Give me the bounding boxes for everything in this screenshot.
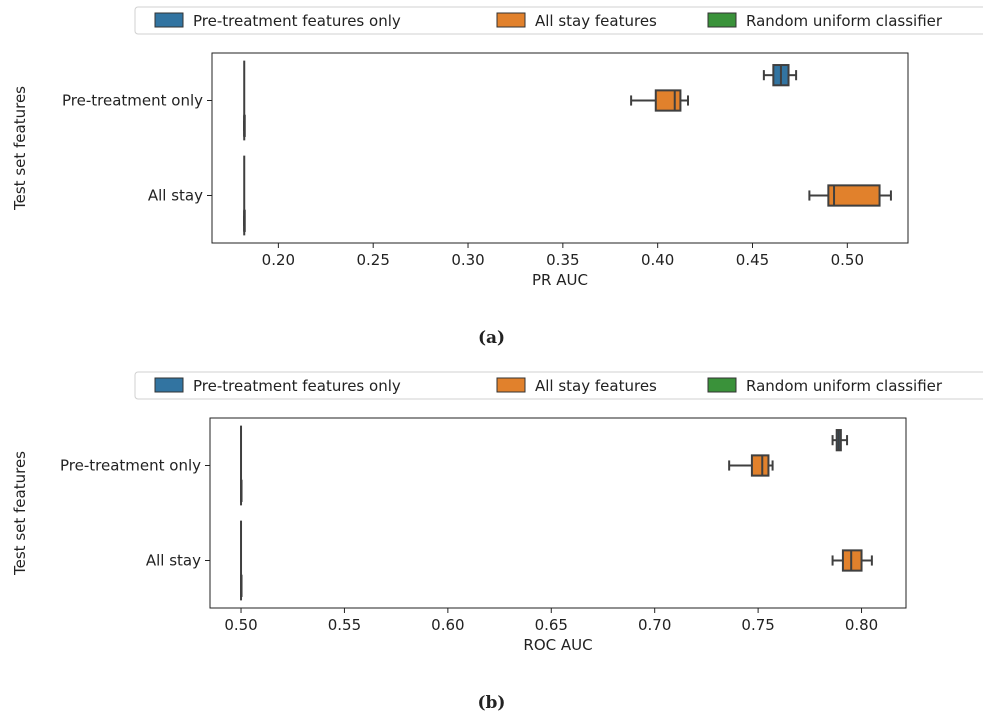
legend-entry: Random uniform classifier xyxy=(746,377,943,395)
x-tick-label: 0.50 xyxy=(831,251,864,269)
x-tick-label: 0.25 xyxy=(356,251,389,269)
plot-frame xyxy=(209,417,907,609)
y-axis-label: Test set features xyxy=(11,86,29,211)
plot-frame xyxy=(211,52,909,244)
box-all-stay-features-0 xyxy=(630,89,690,112)
legend-entry: Random uniform classifier xyxy=(746,12,943,30)
legend-swatch xyxy=(707,12,737,28)
legend-entry: Pre-treatment features only xyxy=(193,12,401,30)
x-tick-label: 0.30 xyxy=(451,251,484,269)
chart-panel-1: Pre-treatment features only All stay feat… xyxy=(11,371,983,654)
legend-frame xyxy=(134,371,983,400)
x-tick-label: 0.75 xyxy=(741,616,774,634)
legend: Pre-treatment features only All stay feat… xyxy=(134,6,983,35)
legend-entry: All stay features xyxy=(535,377,657,395)
x-tick-label: 0.80 xyxy=(845,616,878,634)
legend-swatch xyxy=(154,12,184,28)
box-iqr xyxy=(750,454,770,477)
box-all-stay-features-1 xyxy=(831,549,873,572)
y-tick-label: All stay xyxy=(146,552,201,570)
x-tick-label: 0.70 xyxy=(638,616,671,634)
box-iqr xyxy=(654,89,682,112)
x-tick-label: 0.50 xyxy=(224,616,257,634)
box-iqr xyxy=(827,184,881,207)
legend-swatch xyxy=(496,12,526,28)
x-tick-label: 0.55 xyxy=(328,616,361,634)
legend-frame xyxy=(134,6,983,35)
legend-swatch xyxy=(154,377,184,393)
y-tick-label: Pre-treatment only xyxy=(60,457,201,475)
legend: Pre-treatment features only All stay feat… xyxy=(134,371,983,400)
y-tick-label: All stay xyxy=(148,187,203,205)
x-axis-label: ROC AUC xyxy=(523,636,592,654)
x-tick-label: 0.65 xyxy=(535,616,568,634)
box-all-stay-features-1 xyxy=(808,184,892,207)
box-pre-treatment-features-only-0 xyxy=(831,429,849,452)
chart-panel-0: Pre-treatment features only All stay feat… xyxy=(11,6,983,289)
box-pre-treatment-features-only-0 xyxy=(762,64,798,87)
legend-entry: Pre-treatment features only xyxy=(193,377,401,395)
x-axis-label: PR AUC xyxy=(532,271,588,289)
caption-a: (a) xyxy=(477,328,506,348)
y-axis-label: Test set features xyxy=(11,451,29,576)
legend-swatch xyxy=(496,377,526,393)
box-iqr xyxy=(841,549,863,572)
x-tick-label: 0.35 xyxy=(546,251,579,269)
y-tick-label: Pre-treatment only xyxy=(62,92,203,110)
x-tick-label: 0.20 xyxy=(262,251,295,269)
x-tick-label: 0.60 xyxy=(431,616,464,634)
x-tick-label: 0.40 xyxy=(641,251,674,269)
x-tick-label: 0.45 xyxy=(736,251,769,269)
caption-b: (b) xyxy=(477,693,506,713)
legend-entry: All stay features xyxy=(535,12,657,30)
legend-swatch xyxy=(707,377,737,393)
box-all-stay-features-0 xyxy=(728,454,774,477)
